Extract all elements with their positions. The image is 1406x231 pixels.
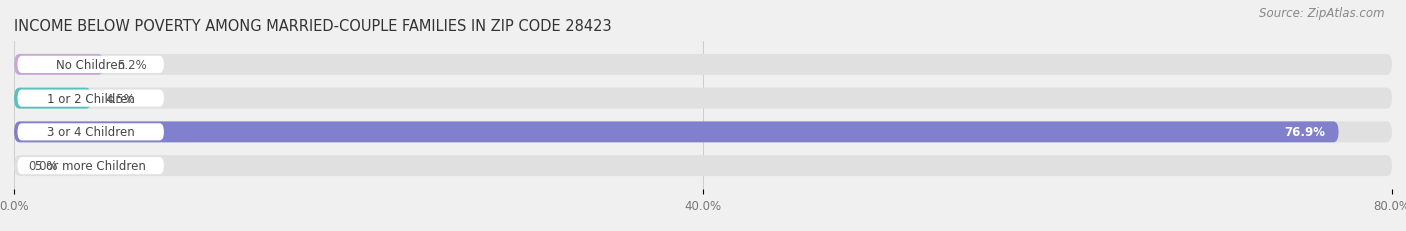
FancyBboxPatch shape	[17, 157, 165, 174]
FancyBboxPatch shape	[14, 88, 1392, 109]
Text: 3 or 4 Children: 3 or 4 Children	[46, 126, 135, 139]
FancyBboxPatch shape	[14, 155, 1392, 176]
Text: 5 or more Children: 5 or more Children	[35, 159, 146, 172]
Text: INCOME BELOW POVERTY AMONG MARRIED-COUPLE FAMILIES IN ZIP CODE 28423: INCOME BELOW POVERTY AMONG MARRIED-COUPL…	[14, 18, 612, 33]
Text: 4.5%: 4.5%	[105, 92, 135, 105]
Text: 0.0%: 0.0%	[28, 159, 58, 172]
Text: 5.2%: 5.2%	[118, 59, 148, 72]
FancyBboxPatch shape	[17, 124, 165, 141]
Text: 1 or 2 Children: 1 or 2 Children	[46, 92, 135, 105]
FancyBboxPatch shape	[14, 55, 1392, 76]
Text: 76.9%: 76.9%	[1284, 126, 1324, 139]
FancyBboxPatch shape	[14, 122, 1339, 143]
FancyBboxPatch shape	[17, 90, 165, 107]
FancyBboxPatch shape	[17, 57, 165, 74]
Text: Source: ZipAtlas.com: Source: ZipAtlas.com	[1260, 7, 1385, 20]
FancyBboxPatch shape	[14, 55, 104, 76]
Text: No Children: No Children	[56, 59, 125, 72]
FancyBboxPatch shape	[14, 88, 91, 109]
FancyBboxPatch shape	[14, 122, 1392, 143]
